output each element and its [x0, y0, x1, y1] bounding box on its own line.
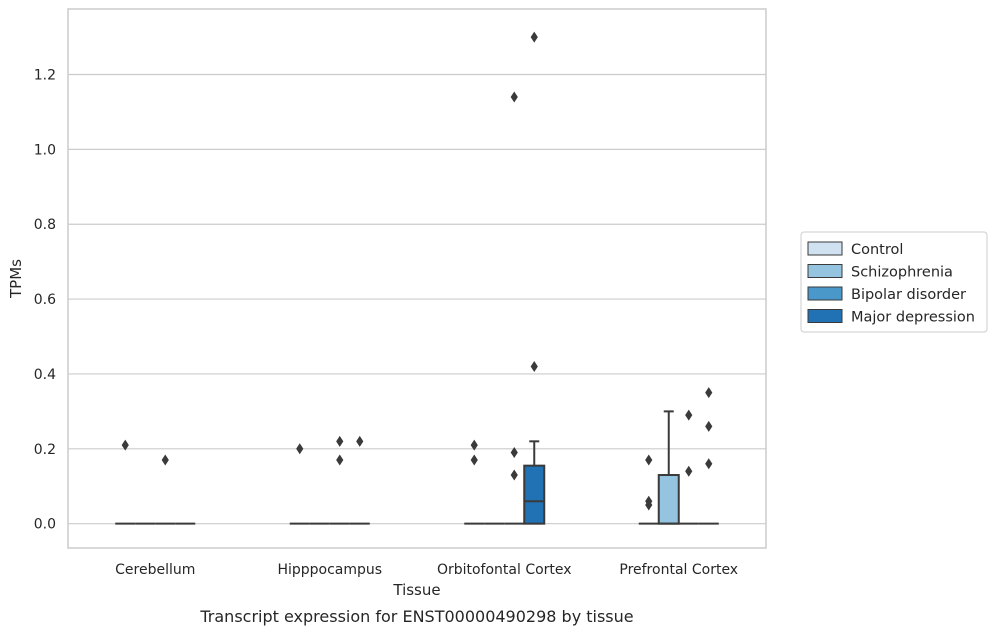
outlier-point: [510, 91, 518, 103]
outlier-point: [121, 439, 129, 451]
outlier-point: [530, 360, 538, 372]
y-axis-label: TPMs: [7, 259, 25, 299]
x-tick-label: Orbitofontal Cortex: [437, 562, 572, 578]
x-axis-label: Tissue: [392, 581, 440, 599]
outlier-point: [510, 447, 518, 459]
plot-frame: [67, 8, 767, 549]
outlier-point: [685, 465, 693, 477]
y-tick-label: 0.8: [34, 217, 56, 233]
outlier-point: [705, 387, 713, 399]
box-body: [657, 474, 680, 525]
legend-label: Schizophrenia: [851, 265, 953, 281]
y-tick-label: 0.6: [34, 292, 56, 308]
outlier-layer: [121, 31, 713, 511]
x-tick-label: Cerebellum: [115, 562, 195, 578]
outlier-point: [470, 454, 478, 466]
legend: Control Schizophrenia Bipolar disorder Majo…: [800, 231, 988, 333]
outlier-point: [336, 454, 344, 466]
box-layer: [115, 410, 719, 525]
y-tick-label: 0.4: [34, 367, 56, 383]
outlier-point: [296, 443, 304, 455]
outlier-point: [645, 454, 653, 466]
outlier-point: [510, 469, 518, 481]
y-tick-label: 1.0: [34, 142, 56, 158]
x-tick-label: Hipppocampus: [277, 562, 382, 578]
gridlines: [68, 73, 766, 525]
outlier-point: [470, 439, 478, 451]
y-tick-label: 1.2: [34, 68, 56, 84]
x-axis-ticks: Cerebellum Hipppocampus Orbitofontal Corte…: [115, 562, 738, 578]
x-tick-label: Prefrontal Cortex: [619, 562, 738, 578]
legend-swatch: [807, 241, 843, 256]
y-tick-label: 0.2: [34, 442, 56, 458]
outlier-point: [705, 458, 713, 470]
outlier-point: [530, 31, 538, 43]
y-tick-label: 0.0: [34, 517, 56, 533]
y-axis-ticks: 0.0 0.2 0.4 0.6 0.8 1.0 1.2: [34, 68, 56, 533]
outlier-point: [705, 420, 713, 432]
box-prefrontal-cortex-schizophrenia: [657, 410, 680, 525]
legend-label: Major depression: [851, 310, 975, 326]
legend-swatch: [807, 286, 843, 301]
outlier-point: [161, 454, 169, 466]
legend-frame: [800, 231, 988, 333]
legend-label: Control: [851, 242, 903, 258]
outlier-point: [645, 499, 653, 511]
chart-caption: Transcript expression for ENST0000049029…: [199, 607, 633, 626]
legend-swatch: [807, 264, 843, 278]
legend-label: Bipolar disorder: [851, 287, 966, 303]
box-body: [523, 464, 546, 525]
outlier-point: [356, 435, 364, 447]
box-orbitofontal-cortex-major-depression: [523, 440, 546, 525]
legend-swatch: [807, 309, 843, 323]
outlier-point: [336, 435, 344, 447]
outlier-point: [685, 409, 693, 421]
